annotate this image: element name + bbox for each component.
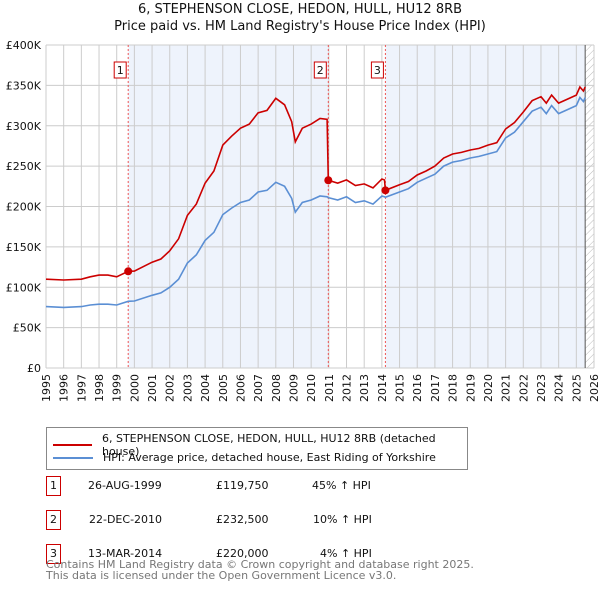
legend-item-hpi: HPI: Average price, detached house, East… (53, 451, 436, 464)
x-tick-label: 2026 (588, 374, 600, 402)
legend-swatch-red (53, 444, 92, 446)
y-tick-label: £300K (6, 120, 42, 133)
sale-point (381, 186, 390, 195)
x-tick-label: 2006 (234, 374, 247, 402)
sale-marker-label: 2 (46, 510, 61, 530)
legend: 6, STEPHENSON CLOSE, HEDON, HULL, HU12 8… (46, 427, 468, 470)
y-tick-label: £400K (6, 39, 42, 52)
sale-label-box (370, 61, 384, 79)
x-tick-label: 2008 (270, 374, 283, 402)
sale-point (124, 267, 133, 276)
chart-subtitle: Price paid vs. HM Land Registry's House … (114, 19, 486, 34)
x-tick-label: 2004 (199, 374, 212, 402)
footer-line: This data is licensed under the Open Gov… (46, 569, 397, 582)
x-tick-label: 2022 (517, 374, 530, 402)
x-tick-label: 2009 (287, 374, 300, 402)
x-tick-label: 2005 (217, 374, 230, 402)
series-line (45, 85, 586, 281)
x-tick-label: 2012 (341, 374, 354, 402)
x-tick-label: 2019 (464, 374, 477, 402)
x-tick-label: 1999 (111, 374, 124, 402)
y-tick-label: £250K (6, 160, 42, 173)
sale-marker-label: 1 (46, 476, 61, 496)
y-tick-label: £0 (27, 362, 41, 375)
x-tick-label: 1996 (58, 374, 71, 402)
y-tick-label: £100K (6, 281, 42, 294)
sale-hpi: 10% ↑ HPI (313, 513, 372, 526)
y-tick-label: £350K (6, 79, 42, 92)
y-tick-label: £50K (13, 322, 42, 335)
x-tick-label: 2003 (181, 374, 194, 402)
y-tick-label: £200K (6, 201, 42, 214)
series-line (45, 96, 586, 309)
x-tick-label: 2021 (500, 374, 513, 402)
sale-label-box (313, 61, 327, 79)
x-tick-label: 2013 (358, 374, 371, 402)
sale-label: 2 (317, 64, 324, 77)
sale-price: £220,000 (216, 547, 269, 560)
sale-marker-label: 3 (46, 544, 61, 564)
sale-price: £232,500 (216, 513, 269, 526)
sale-point (324, 176, 333, 185)
x-tick-label: 2001 (146, 374, 159, 402)
sale-hpi: 45% ↑ HPI (312, 479, 371, 492)
sale-date: 26-AUG-1999 (88, 479, 162, 492)
y-tick-label: £150K (6, 241, 42, 254)
footer-line: Contains HM Land Registry data © Crown c… (46, 558, 474, 571)
x-tick-label: 2011 (323, 374, 336, 402)
sale-label-box (113, 61, 127, 79)
x-tick-label: 2007 (252, 374, 265, 402)
sale-hpi: 4% ↑ HPI (320, 547, 372, 560)
x-tick-label: 1997 (75, 374, 88, 402)
x-tick-label: 2023 (535, 374, 548, 402)
sale-row: 3 13-MAR-2014 £220,000 4% ↑ HPI (46, 544, 446, 564)
x-tick-label: 2024 (553, 374, 566, 402)
sale-label: 1 (117, 64, 124, 77)
sale-label: 3 (374, 64, 381, 77)
x-tick-label: 2000 (128, 374, 141, 402)
x-tick-label: 2015 (394, 374, 407, 402)
x-tick-label: 2025 (570, 374, 583, 402)
legend-label: HPI: Average price, detached house, East… (103, 451, 436, 464)
x-tick-label: 2016 (411, 374, 424, 402)
legend-swatch-blue (53, 456, 93, 459)
price-chart: 1995 1996 1997 1998 1999 2000 2001 2002 2003 2004… (6, 39, 600, 402)
x-tick-label: 2018 (447, 374, 460, 402)
x-tick-label: 1995 (40, 374, 53, 402)
legend-label: 6, STEPHENSON CLOSE, HEDON, HULL, HU12 8… (101, 432, 436, 458)
x-tick-label: 2017 (429, 374, 442, 402)
sale-date: 13-MAR-2014 (88, 547, 163, 560)
legend-item-property: 6, STEPHENSON CLOSE, HEDON, HULL, HU12 8… (53, 432, 467, 458)
x-tick-label: 2020 (482, 374, 495, 402)
x-tick-label: 1998 (93, 374, 106, 402)
footer: Contains HM Land Registry data © Crown c… (46, 559, 474, 581)
chart-title: 6, STEPHENSON CLOSE, HEDON, HULL, HU12 8… (137, 2, 463, 17)
x-tick-label: 2014 (376, 374, 389, 402)
sale-row: 1 26-AUG-1999 £119,750 45% ↑ HPI (46, 476, 446, 496)
x-tick-label: 2010 (305, 374, 318, 402)
sale-date: 22-DEC-2010 (89, 513, 163, 526)
sale-price: £119,750 (216, 479, 269, 492)
sale-row: 2 22-DEC-2010 £232,500 10% ↑ HPI (46, 510, 446, 530)
x-tick-label: 2002 (164, 374, 177, 402)
